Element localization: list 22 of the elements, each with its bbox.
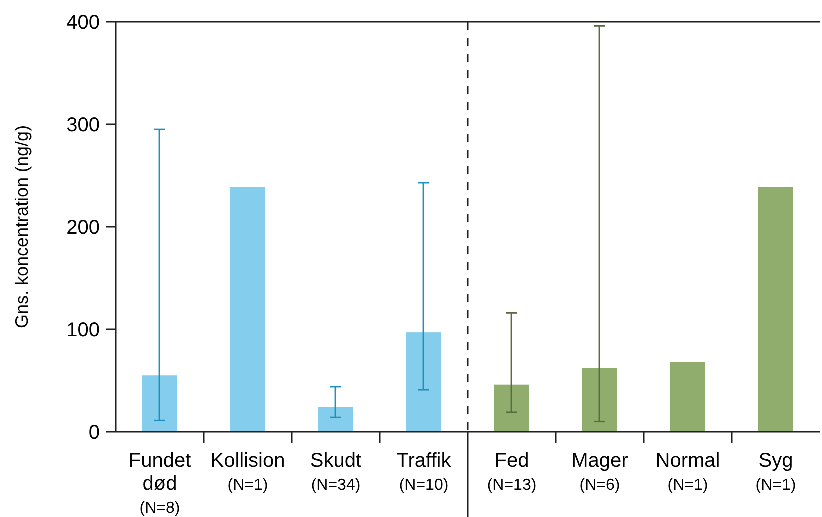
- x-tick-label: Fed (N=13): [487, 450, 537, 494]
- x-tick-label: Normal (N=1): [656, 450, 720, 494]
- x-tick-label: Mager (N=6): [572, 450, 629, 494]
- bar: [318, 407, 354, 432]
- y-tick-label: 100: [66, 320, 100, 342]
- y-axis-title: Gns. koncentration (ng/g): [12, 125, 32, 329]
- bar: [582, 368, 618, 432]
- bar: [142, 376, 178, 432]
- x-tick-label: Skudt (N=34): [310, 450, 362, 494]
- bar: [494, 384, 530, 432]
- bar: [230, 187, 266, 432]
- y-tick-label: 400: [66, 12, 100, 34]
- y-tick-label: 300: [66, 114, 100, 137]
- y-tick-label: 0: [88, 422, 100, 444]
- x-tick-label: Fundet død (N=8): [128, 450, 192, 517]
- bar: [758, 187, 794, 432]
- x-tick-label: Traffik (N=10): [396, 450, 452, 494]
- x-tick-label: Syg (N=1): [756, 450, 796, 494]
- y-tick-label: 200: [66, 217, 100, 240]
- bar: [406, 332, 442, 432]
- bar: [670, 362, 706, 432]
- x-tick-label: Kollision (N=1): [210, 450, 286, 494]
